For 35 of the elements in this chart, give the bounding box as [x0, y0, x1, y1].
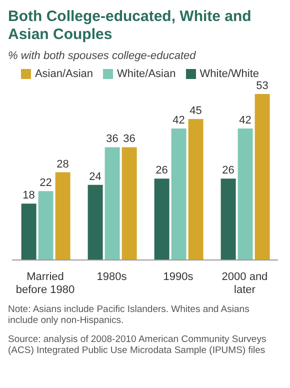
data-label: 26	[222, 164, 234, 177]
data-label: 36	[106, 133, 118, 146]
bar	[38, 191, 54, 260]
data-label: 42	[172, 114, 185, 126]
bar	[104, 147, 120, 260]
bar	[188, 119, 204, 260]
data-label: 42	[239, 114, 252, 126]
bar	[55, 172, 70, 260]
bar	[171, 128, 186, 260]
bar	[238, 128, 253, 260]
data-label: 28	[56, 158, 69, 170]
legend-label: Asian/Asian	[34, 68, 94, 80]
bar	[154, 178, 170, 260]
data-label: 36	[123, 133, 136, 146]
legend-label: White/Asian	[117, 68, 176, 80]
bar	[122, 147, 137, 260]
data-label: 24	[89, 170, 102, 183]
bar	[88, 184, 103, 260]
data-label: 45	[190, 105, 202, 118]
data-label: 26	[156, 164, 168, 177]
text: Note: Asians include Pacific Islanders. Whites and Asians include only non-Hispanics.	[8, 304, 250, 326]
data-label: 18	[22, 190, 35, 202]
chart-subtitle: % with both spouses college-educated	[8, 50, 197, 62]
data-label: 53	[256, 80, 268, 92]
bar	[254, 94, 270, 260]
chart-title: Both College-educated, White and Asian Couples	[8, 8, 252, 44]
x-tick-label: 1980s	[96, 271, 128, 283]
legend-label: White/White	[200, 68, 260, 80]
bar	[21, 204, 36, 260]
x-tick-label: 1990s	[163, 271, 194, 283]
x-tick-label: Married before 1980	[16, 271, 75, 296]
bar	[220, 178, 236, 260]
source-note: Source: analysis of 2008-2010 American Community Surveys (ACS) Integrated Public Use Microdata Sample (IPUMS) files	[8, 334, 268, 356]
data-label: 22	[40, 177, 52, 190]
x-tick-label: 2000 and later	[222, 271, 268, 296]
